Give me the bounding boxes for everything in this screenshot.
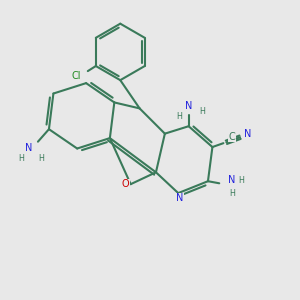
- Text: H: H: [38, 154, 44, 163]
- Text: H: H: [19, 154, 25, 163]
- Text: N: N: [244, 129, 251, 139]
- Text: N: N: [185, 101, 192, 111]
- Text: N: N: [228, 175, 236, 185]
- Text: N: N: [25, 142, 33, 153]
- Text: N: N: [176, 193, 183, 203]
- Text: H: H: [229, 189, 235, 198]
- Text: H: H: [200, 107, 206, 116]
- Text: Cl: Cl: [72, 71, 81, 81]
- Text: C: C: [228, 132, 235, 142]
- Text: O: O: [122, 179, 129, 189]
- Text: H: H: [176, 112, 182, 121]
- Text: H: H: [238, 176, 244, 185]
